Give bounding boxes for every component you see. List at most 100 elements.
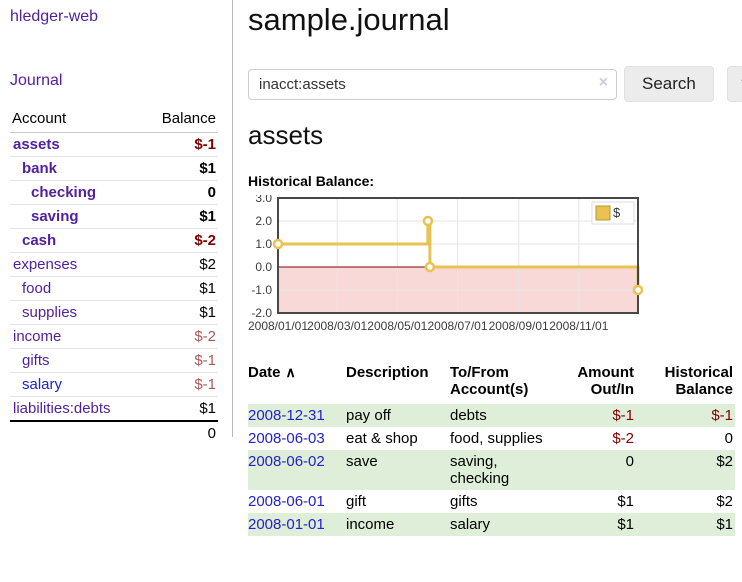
x-tick-label: 2008/03/01 [307,319,367,333]
account-balance: $-1 [142,372,218,397]
transaction-row: 2008-06-03 eat & shop food, supplies $-2 0 [248,427,735,450]
amount-cell: $-2 [612,430,634,447]
account-row: expenses $2 [10,252,218,277]
account-name-cell: expenses [10,252,143,277]
account-name-cell: saving [10,204,143,229]
account-row: supplies $1 [10,300,218,325]
legend-swatch [595,205,611,221]
account-balance: $1 [142,396,218,422]
account-name-cell: bank [10,156,143,181]
account-link-assets[interactable]: assets [13,136,60,153]
account-link-bank[interactable]: bank [22,160,58,177]
account-name-cell: assets [10,132,143,157]
account-link-checking[interactable]: checking [31,184,97,201]
amount-cell: $1 [617,493,634,510]
y-tick-label: -1.0 [251,283,272,297]
register-table: Date ∧ Description To/From Account(s) Amo… [248,362,735,536]
sort-ascending-icon: ∧ [285,364,296,380]
description-cell: pay off [346,407,391,424]
accounts-total-value: 0 [142,420,218,445]
transaction-row: 2008-06-01 gift gifts $1 $2 [248,490,735,513]
y-tick-label: 0.0 [255,260,272,274]
register-tbody: 2008-12-31 pay off debts $-1 $-1 2008-06-03 ea… [248,404,735,536]
accounts-cell: debts [450,407,487,424]
date-cell: 2008-06-03 [248,427,346,450]
account-row: income $-2 [10,324,218,349]
search-button[interactable]: Search [624,66,714,102]
account-link-food[interactable]: food [22,280,52,297]
register-header-balance: Historical Balance [664,364,733,398]
account-row: liabilities:debts $1 [10,396,218,422]
date-cell: 2008-01-01 [248,513,346,536]
account-row: bank $1 [10,156,218,181]
data-point-marker [422,215,434,227]
register-header-date[interactable]: Date ∧ [248,364,296,381]
description-cell: eat & shop [346,430,418,447]
accounts-cell: salary [450,516,491,533]
description-cell: save [346,453,378,470]
account-link-supplies[interactable]: supplies [22,304,78,321]
accounts-header-account: Account [10,106,143,133]
x-tick-label: 2008/09/01 [489,319,549,333]
register-header-row: Date ∧ Description To/From Account(s) Amo… [248,362,735,404]
historical-balance-chart: $3.0 2.0 1.0 0.0 -1.0 -2.0 2008/01/01 2008/03/0… [243,191,742,342]
amount-cell: $1 [617,516,634,533]
amount-cell: 0 [625,453,634,470]
transaction-row: 2008-12-31 pay off debts $-1 $-1 [248,404,735,427]
search-input-wrap: × [248,68,617,100]
account-link-income[interactable]: income [13,328,62,345]
legend-label: $ [613,205,621,220]
transaction-date-link[interactable]: 2008-06-03 [248,430,325,447]
data-point-marker [424,261,436,273]
y-tick-label: 1.0 [255,237,272,251]
balance-cell: $2 [716,453,733,470]
account-balance: $-1 [142,132,218,157]
account-link-saving[interactable]: saving [31,208,79,225]
y-tick-label: -2.0 [251,306,272,320]
transaction-date-link[interactable]: 2008-01-01 [248,516,325,533]
register-header-description: Description [346,364,429,381]
x-tick-label: 2008/05/01 [367,319,427,333]
app-title-link[interactable]: hledger-web [10,8,99,25]
help-button[interactable]: ? [726,66,742,102]
clear-search-icon[interactable]: × [598,73,608,91]
transaction-date-link[interactable]: 2008-06-01 [248,493,325,510]
balance-cell: $2 [716,493,733,510]
transaction-date-link[interactable]: 2008-06-02 [248,453,325,470]
account-link-gifts[interactable]: gifts [22,352,50,369]
search-input[interactable] [248,68,617,100]
account-link-cash[interactable]: cash [22,232,57,249]
account-name-cell: supplies [10,300,143,325]
account-balance: $1 [142,276,218,301]
account-link-salary[interactable]: salary [22,376,63,393]
account-link-expenses[interactable]: expenses [13,256,78,273]
accounts-tbody: assets $-1 bank $1 checking 0 saving $1 cash $-2 e… [10,132,218,422]
account-balance: $1 [142,204,218,229]
account-name-cell: gifts [10,348,143,373]
account-heading: assets [248,120,324,150]
account-name-cell: salary [10,372,143,397]
page-title: sample.journal [248,2,450,37]
accounts-cell: food, supplies [450,430,543,447]
accounts-total-row: 0 [10,420,218,445]
account-balance: $2 [142,252,218,277]
account-row: salary $-1 [10,372,218,397]
account-balance: $-2 [142,324,218,349]
x-tick-label: 2008/11/01 [549,319,608,333]
account-name-cell: liabilities:debts [10,396,143,422]
search-bar: × Search ? [248,66,742,102]
data-point-marker [272,238,284,250]
balance-cell: $-1 [711,407,733,424]
sidebar-item-journal[interactable]: Journal [10,72,63,89]
account-link-liabilities-debts[interactable]: liabilities:debts [13,400,111,417]
transaction-date-link[interactable]: 2008-12-31 [248,407,325,424]
account-row: food $1 [10,276,218,301]
account-balance: 0 [142,180,218,205]
chart-title: Historical Balance: [248,173,375,189]
date-cell: 2008-06-02 [248,450,346,490]
sidebar: hledger-web Journal Account Balance asse… [0,0,233,445]
account-row: gifts $-1 [10,348,218,373]
y-tick-label: 2.0 [255,214,272,228]
account-row: assets $-1 [10,132,218,157]
